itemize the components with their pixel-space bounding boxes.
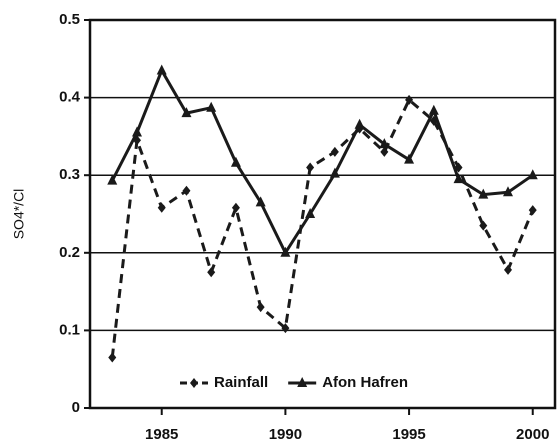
y-tick-label: 0.5 — [59, 11, 80, 28]
marker — [527, 169, 538, 180]
marker — [230, 156, 241, 167]
marker — [256, 302, 265, 313]
marker — [306, 162, 315, 173]
x-tick-label: 2000 — [516, 426, 549, 443]
marker — [181, 107, 192, 118]
legend-label: Afon Hafren — [322, 374, 408, 391]
marker — [255, 196, 266, 207]
marker — [131, 126, 142, 137]
legend-item: Rainfall — [180, 374, 268, 391]
marker — [305, 208, 316, 218]
marker — [428, 104, 439, 115]
marker — [190, 378, 198, 388]
marker — [231, 202, 240, 213]
series-line — [110, 97, 535, 358]
y-tick-label: 0.4 — [59, 89, 81, 106]
marker — [503, 186, 514, 197]
x-tick-label: 1990 — [269, 426, 302, 443]
marker — [404, 153, 415, 164]
marker — [504, 264, 513, 275]
marker — [478, 188, 489, 199]
y-tick-label: 0.3 — [59, 166, 80, 183]
marker — [207, 267, 216, 278]
y-tick-label: 0.1 — [59, 321, 80, 338]
y-tick-label: 0.2 — [59, 244, 80, 261]
marker — [354, 118, 365, 129]
marker — [107, 174, 118, 185]
marker — [330, 146, 339, 157]
marker — [528, 205, 537, 216]
marker — [329, 167, 340, 178]
marker — [182, 185, 191, 196]
marker — [157, 202, 166, 213]
x-tick-label: 1995 — [392, 426, 425, 443]
plot-frame — [88, 18, 557, 410]
marker — [405, 94, 414, 105]
y-tick-label: 0 — [72, 399, 80, 416]
marker — [453, 173, 464, 184]
marker — [479, 220, 488, 231]
marker — [379, 138, 390, 149]
marker — [380, 146, 389, 157]
marker — [156, 64, 167, 75]
marker — [206, 101, 217, 112]
marker — [280, 246, 291, 257]
legend-item: Afon Hafren — [288, 374, 408, 391]
legend-label: Rainfall — [214, 374, 268, 391]
marker — [108, 352, 117, 363]
y-axis-label: SO4*/Cl — [11, 189, 27, 240]
marker — [281, 323, 290, 334]
x-tick-label: 1985 — [145, 426, 178, 443]
marker — [297, 377, 308, 387]
